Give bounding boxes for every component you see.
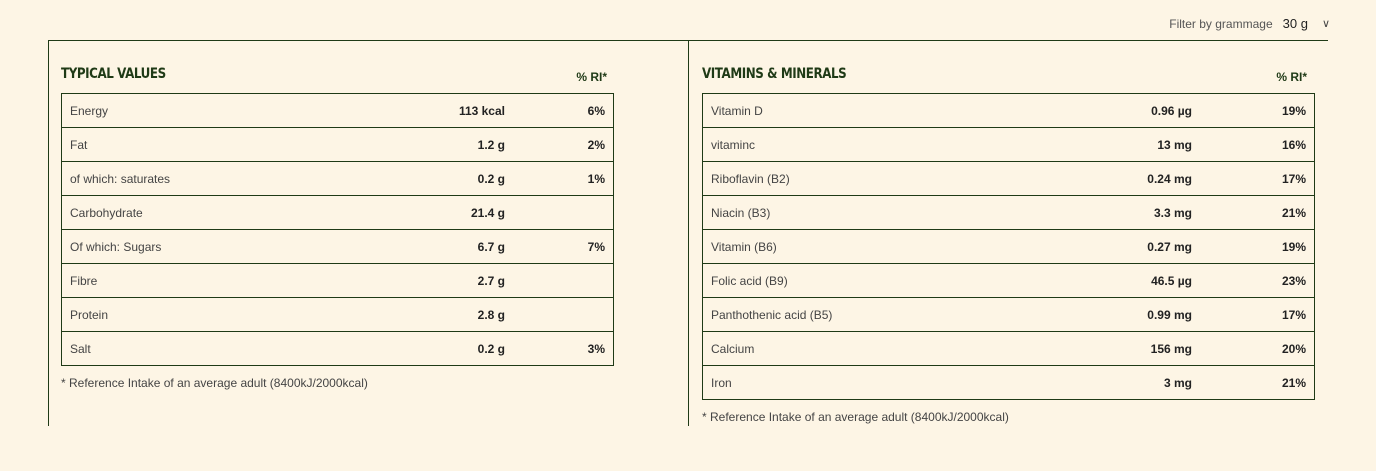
nutrient-ri: 6%: [505, 93, 614, 128]
filter-label: Filter by grammage: [1169, 16, 1273, 31]
nutrient-value: 156 mg: [992, 331, 1192, 366]
nutrient-ri: [505, 195, 614, 230]
nutrient-value: 6.7 g: [355, 229, 505, 264]
table-row: Fibre 2.7 g: [61, 263, 614, 298]
nutrient-value: 0.24 mg: [992, 161, 1192, 196]
nutrient-ri: 17%: [1192, 297, 1315, 332]
nutrient-name: Folic acid (B9): [702, 263, 992, 298]
ri-header: % RI*: [576, 70, 607, 84]
table-row: vitaminc 13 mg 16%: [702, 127, 1315, 162]
vitamins-table: Vitamin D 0.96 µg 19% vitaminc 13 mg 16% Ribof…: [702, 93, 1315, 400]
nutrient-value: 0.99 mg: [992, 297, 1192, 332]
nutrient-ri: 21%: [1192, 195, 1315, 230]
table-row: Fat 1.2 g 2%: [61, 127, 614, 162]
nutrient-name: Protein: [61, 297, 355, 332]
nutrition-frame: [48, 40, 1328, 471]
nutrient-name: Vitamin D: [702, 93, 992, 128]
nutrient-ri: 23%: [1192, 263, 1315, 298]
table-row: Carbohydrate 21.4 g: [61, 195, 614, 230]
table-row: Calcium 156 mg 20%: [702, 331, 1315, 366]
ri-header: % RI*: [1276, 70, 1307, 84]
nutrient-ri: [505, 297, 614, 332]
nutrient-value: 2.7 g: [355, 263, 505, 298]
section-title: VITAMINS & MINERALS: [702, 66, 847, 82]
nutrient-name: Energy: [61, 93, 355, 128]
nutrient-value: 2.8 g: [355, 297, 505, 332]
nutrient-value: 1.2 g: [355, 127, 505, 162]
table-row: Salt 0.2 g 3%: [61, 331, 614, 366]
nutrient-name: Fibre: [61, 263, 355, 298]
grammage-filter[interactable]: Filter by grammage 30 g ∨: [1169, 16, 1330, 31]
table-row: Of which: Sugars 6.7 g 7%: [61, 229, 614, 264]
nutrient-value: 3.3 mg: [992, 195, 1192, 230]
table-row: Protein 2.8 g: [61, 297, 614, 332]
nutrient-name: Carbohydrate: [61, 195, 355, 230]
nutrient-name: Of which: Sugars: [61, 229, 355, 264]
nutrient-name: Calcium: [702, 331, 992, 366]
nutrient-name: Fat: [61, 127, 355, 162]
section-title: TYPICAL VALUES: [61, 66, 166, 82]
nutrient-value: 113 kcal: [355, 93, 505, 128]
nutrient-ri: 2%: [505, 127, 614, 162]
nutrient-value: 0.27 mg: [992, 229, 1192, 264]
nutrient-value: 0.2 g: [355, 331, 505, 366]
table-row: Iron 3 mg 21%: [702, 365, 1315, 400]
nutrient-name: Riboflavin (B2): [702, 161, 992, 196]
nutrient-ri: 1%: [505, 161, 614, 196]
typical-values-table: Energy 113 kcal 6% Fat 1.2 g 2% of which: satu…: [61, 93, 614, 366]
nutrient-ri: 17%: [1192, 161, 1315, 196]
nutrient-name: of which: saturates: [61, 161, 355, 196]
divider: [48, 41, 49, 426]
nutrient-name: Niacin (B3): [702, 195, 992, 230]
nutrient-ri: 21%: [1192, 365, 1315, 400]
nutrient-ri: 19%: [1192, 93, 1315, 128]
nutrient-value: 0.2 g: [355, 161, 505, 196]
nutrient-ri: 3%: [505, 331, 614, 366]
nutrient-value: 21.4 g: [355, 195, 505, 230]
nutrient-ri: 20%: [1192, 331, 1315, 366]
nutrient-ri: 16%: [1192, 127, 1315, 162]
nutrient-name: Iron: [702, 365, 992, 400]
vitamins-panel: VITAMINS & MINERALS % RI* Vitamin D 0.96 …: [702, 40, 1315, 424]
nutrient-name: vitaminc: [702, 127, 992, 162]
nutrient-value: 46.5 µg: [992, 263, 1192, 298]
table-row: of which: saturates 0.2 g 1%: [61, 161, 614, 196]
footnote: * Reference Intake of an average adult (…: [702, 410, 1009, 424]
typical-values-panel: TYPICAL VALUES % RI* Energy 113 kcal 6% Fat…: [61, 40, 614, 390]
table-row: Folic acid (B9) 46.5 µg 23%: [702, 263, 1315, 298]
nutrient-name: Salt: [61, 331, 355, 366]
nutrient-name: Panthothenic acid (B5): [702, 297, 992, 332]
footnote: * Reference Intake of an average adult (…: [61, 376, 368, 390]
filter-value[interactable]: 30 g: [1282, 16, 1308, 31]
nutrient-ri: 7%: [505, 229, 614, 264]
table-row: Niacin (B3) 3.3 mg 21%: [702, 195, 1315, 230]
nutrient-ri: 19%: [1192, 229, 1315, 264]
table-row: Riboflavin (B2) 0.24 mg 17%: [702, 161, 1315, 196]
divider: [688, 41, 689, 426]
chevron-down-icon[interactable]: ∨: [1321, 18, 1330, 30]
table-row: Vitamin (B6) 0.27 mg 19%: [702, 229, 1315, 264]
table-row: Vitamin D 0.96 µg 19%: [702, 93, 1315, 128]
nutrient-value: 3 mg: [992, 365, 1192, 400]
nutrient-value: 13 mg: [992, 127, 1192, 162]
nutrient-value: 0.96 µg: [992, 93, 1192, 128]
nutrient-ri: [505, 263, 614, 298]
nutrient-name: Vitamin (B6): [702, 229, 992, 264]
table-row: Energy 113 kcal 6%: [61, 93, 614, 128]
table-row: Panthothenic acid (B5) 0.99 mg 17%: [702, 297, 1315, 332]
